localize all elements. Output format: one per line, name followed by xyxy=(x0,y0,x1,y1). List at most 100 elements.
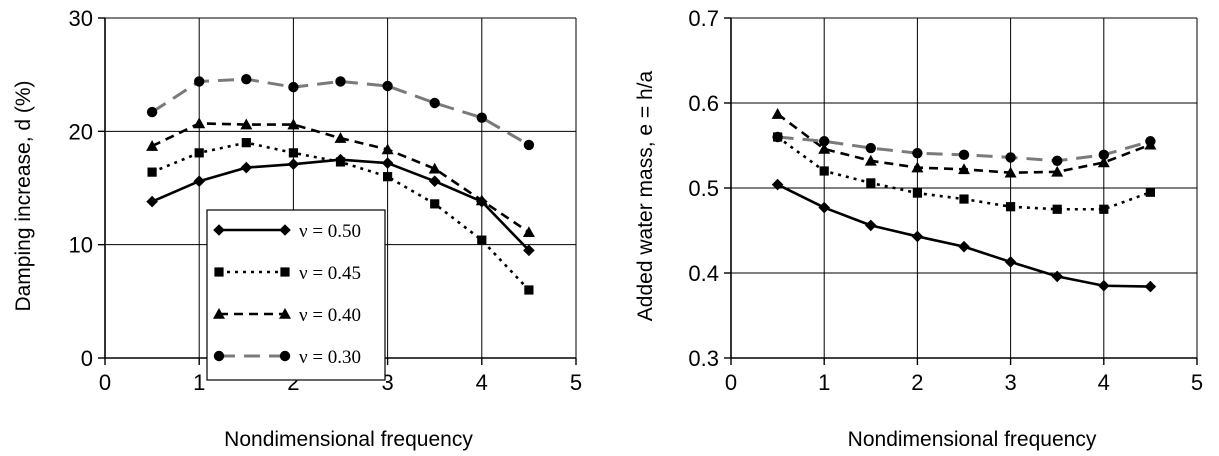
data-point xyxy=(911,230,924,243)
data-point xyxy=(771,108,784,119)
data-point xyxy=(381,143,394,155)
data-point xyxy=(523,244,535,257)
series-4 xyxy=(146,74,535,151)
data-point xyxy=(912,188,922,198)
data-point xyxy=(1098,149,1110,161)
data-point xyxy=(476,112,487,123)
y-tick-label: 0.5 xyxy=(688,176,719,201)
data-point xyxy=(1145,136,1156,147)
data-point xyxy=(428,162,441,174)
x-tick-label: 5 xyxy=(570,370,582,395)
legend-item: ν = 0.45 xyxy=(214,263,361,284)
x-tick-label: 0 xyxy=(99,370,111,395)
legend-label: ν = 0.40 xyxy=(299,305,361,326)
data-point xyxy=(335,157,346,167)
x-tick-label: 1 xyxy=(193,370,205,395)
data-point xyxy=(819,166,829,176)
x-tick-label: 2 xyxy=(911,370,923,395)
data-point xyxy=(818,142,831,154)
series-line xyxy=(151,77,530,147)
legend-item: ν = 0.50 xyxy=(213,221,361,242)
data-point xyxy=(1145,187,1155,197)
legend: ν = 0.50 ν = 0.45 ν = 0.40 ν = 0.30 xyxy=(206,209,386,381)
data-point xyxy=(865,219,877,232)
series-line xyxy=(151,141,530,291)
y-tick-label: 0.3 xyxy=(688,346,719,371)
legend-marker xyxy=(279,350,291,362)
data-point xyxy=(428,175,441,187)
data-point xyxy=(147,167,157,177)
data-point xyxy=(193,175,205,187)
data-point xyxy=(287,158,300,170)
data-point xyxy=(241,138,251,148)
data-point xyxy=(1098,279,1110,292)
legend-label: ν = 0.50 xyxy=(299,221,361,242)
x-tick-label: 4 xyxy=(1098,370,1110,395)
x-axis-title: Nondimensional frequency xyxy=(224,428,473,451)
data-point xyxy=(959,194,969,204)
data-point xyxy=(193,117,206,129)
data-point xyxy=(1051,165,1064,177)
data-point xyxy=(1052,155,1063,166)
y-tick-label: 0 xyxy=(81,346,93,371)
data-point xyxy=(1097,156,1110,168)
x-tick-label: 3 xyxy=(1004,370,1016,395)
y-tick-label: 10 xyxy=(69,233,93,258)
data-point xyxy=(334,132,347,143)
chart-2: 0 1 2 3 4 5 0.3 0.4 0.5 0.6 0.7 Nondimensional freq… xyxy=(634,6,1203,451)
series-3 xyxy=(771,108,1157,178)
data-point xyxy=(1006,202,1016,212)
data-point xyxy=(1099,204,1109,214)
data-point xyxy=(1052,204,1062,214)
data-point xyxy=(240,161,253,174)
legend-marker xyxy=(280,267,290,277)
data-point xyxy=(477,235,487,245)
y-tick-label: 0.4 xyxy=(688,261,719,286)
data-point xyxy=(1144,280,1157,293)
x-tick-label: 5 xyxy=(1191,370,1203,395)
y-tick-label: 30 xyxy=(69,6,93,31)
data-point xyxy=(1004,166,1017,178)
x-axis-title: Nondimensional frequency xyxy=(848,428,1097,451)
data-point xyxy=(335,76,346,87)
legend-marker xyxy=(214,267,224,277)
data-point xyxy=(958,240,970,253)
series-1 xyxy=(771,178,1157,293)
data-point xyxy=(1004,256,1017,268)
data-point xyxy=(522,226,535,237)
data-point xyxy=(1051,270,1063,283)
data-point xyxy=(958,163,970,175)
data-point xyxy=(288,148,298,158)
data-point xyxy=(865,142,876,154)
data-point xyxy=(383,172,393,182)
data-point xyxy=(475,194,488,206)
legend-marker xyxy=(213,350,225,362)
data-point xyxy=(958,149,970,161)
data-point xyxy=(864,154,877,166)
legend-box xyxy=(206,209,386,381)
series-2 xyxy=(147,138,534,295)
data-point xyxy=(146,140,159,151)
x-tick-label: 4 xyxy=(476,370,488,395)
data-point xyxy=(241,74,252,85)
data-point xyxy=(524,285,534,295)
legend-item: ν = 0.30 xyxy=(213,347,361,368)
legend-marker xyxy=(279,224,291,236)
y-tick-label: 20 xyxy=(69,119,93,144)
legend-marker xyxy=(213,224,225,236)
data-point xyxy=(287,118,300,130)
data-point xyxy=(866,178,876,188)
data-point xyxy=(381,157,394,169)
data-point xyxy=(819,136,830,147)
data-point xyxy=(146,195,158,208)
data-point xyxy=(382,80,393,92)
data-point xyxy=(429,97,440,109)
data-point xyxy=(288,81,299,93)
data-point xyxy=(1005,152,1016,163)
legend-marker xyxy=(213,308,225,319)
data-point xyxy=(818,201,830,214)
data-point xyxy=(194,148,204,158)
data-point xyxy=(194,76,205,87)
legend-item: ν = 0.40 xyxy=(213,305,361,326)
data-point xyxy=(912,147,923,159)
